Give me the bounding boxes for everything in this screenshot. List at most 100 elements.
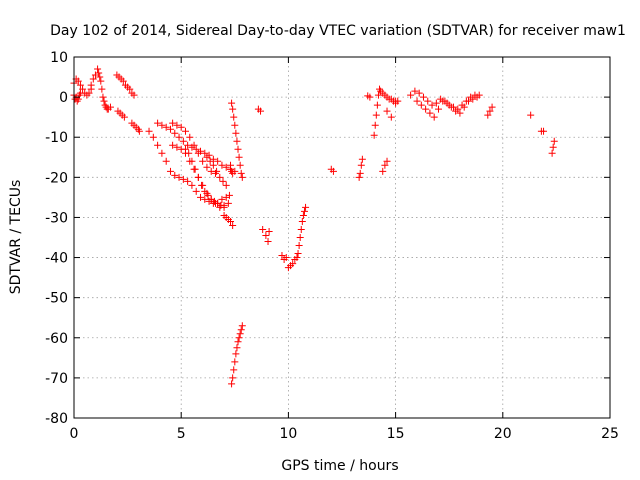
data-point [158,121,166,129]
data-point [232,129,240,137]
data-point [173,121,181,129]
data-point [89,75,97,83]
data-point [94,65,102,73]
data-point [473,93,481,101]
data-point [329,167,337,175]
data-point [87,81,95,89]
series-arc-20 [284,203,310,272]
data-point [120,113,128,121]
data-point [106,103,114,111]
data-point [135,127,143,135]
series-arc-24 [370,85,400,139]
data-point [85,89,93,97]
data-point [99,93,107,101]
data-point [185,149,193,157]
data-point [162,157,170,165]
series-arc-07 [145,127,233,207]
data-point [171,171,179,179]
data-point [233,344,241,352]
data-point [229,169,237,177]
data-point [201,187,209,195]
x-tick-label: 25 [601,426,619,442]
data-point [175,173,183,181]
y-tick-label: 10 [50,50,68,66]
data-point [227,217,235,225]
data-point [126,85,134,93]
data-point [194,173,202,181]
data-point [199,157,207,165]
y-tick-label: -30 [45,210,68,226]
data-point [154,119,162,127]
data-point [430,113,438,121]
axis-ticks: 0 5 10 15 20 25 -80 -70 -60 -50 -40 -30 -20 -10 0 10 [45,50,619,442]
data-point [76,81,84,89]
data-point [434,105,442,113]
data-point [235,334,243,342]
data-point [179,175,187,183]
data-point [97,77,105,85]
data-point [166,125,174,133]
series-arc-32 [548,137,558,157]
data-point [452,107,460,115]
data-point [231,121,239,129]
data-point [181,145,189,153]
data-point [222,181,230,189]
data-point [447,103,455,111]
series-arc-25 [379,157,391,175]
data-point [469,95,477,103]
data-point [486,107,494,115]
series-arc-19 [278,252,290,264]
data-point [238,173,246,181]
data-point [96,73,104,81]
data-point [177,123,185,131]
data-point [527,111,535,119]
data-point [282,254,290,262]
data-point [209,161,217,169]
data-point [188,181,196,189]
data-point [206,157,214,165]
y-tick-label: -20 [45,170,68,186]
series-arc-17 [254,105,265,115]
y-tick-label: -70 [45,371,68,387]
data-point [76,89,84,97]
data-point [230,366,238,374]
data-point [166,167,174,175]
data-point [95,69,103,77]
data-point [173,143,181,151]
data-point [149,133,157,141]
data-point [235,153,243,161]
data-point [100,97,108,105]
data-point [370,131,378,139]
data-point [201,149,209,157]
data-point [194,149,202,157]
series-arc-15 [228,99,246,181]
data-point [264,238,272,246]
data-point [188,157,196,165]
data-point [230,113,238,121]
data-point [154,141,162,149]
data-point [192,145,200,153]
data-point [383,107,391,115]
data-point [411,87,419,95]
series-arc-05 [114,107,128,121]
chart-title: Day 102 of 2014, Sidereal Day-to-day VTE… [50,23,626,39]
data-point [355,173,363,181]
data-point [383,157,391,165]
y-tick-label: -80 [45,411,68,427]
data-point [257,107,265,115]
data-point [119,77,127,85]
data-point [79,85,87,93]
data-point [294,250,302,258]
data-point [175,133,183,141]
data-point [428,101,436,109]
data-point [358,155,366,163]
data-point [439,97,447,105]
series-arc-23 [364,92,374,101]
data-point [234,145,242,153]
series-arc-11 [181,145,228,211]
data-point [179,137,187,145]
data-point [387,113,395,121]
data-point [237,169,245,177]
data-point [357,161,365,169]
